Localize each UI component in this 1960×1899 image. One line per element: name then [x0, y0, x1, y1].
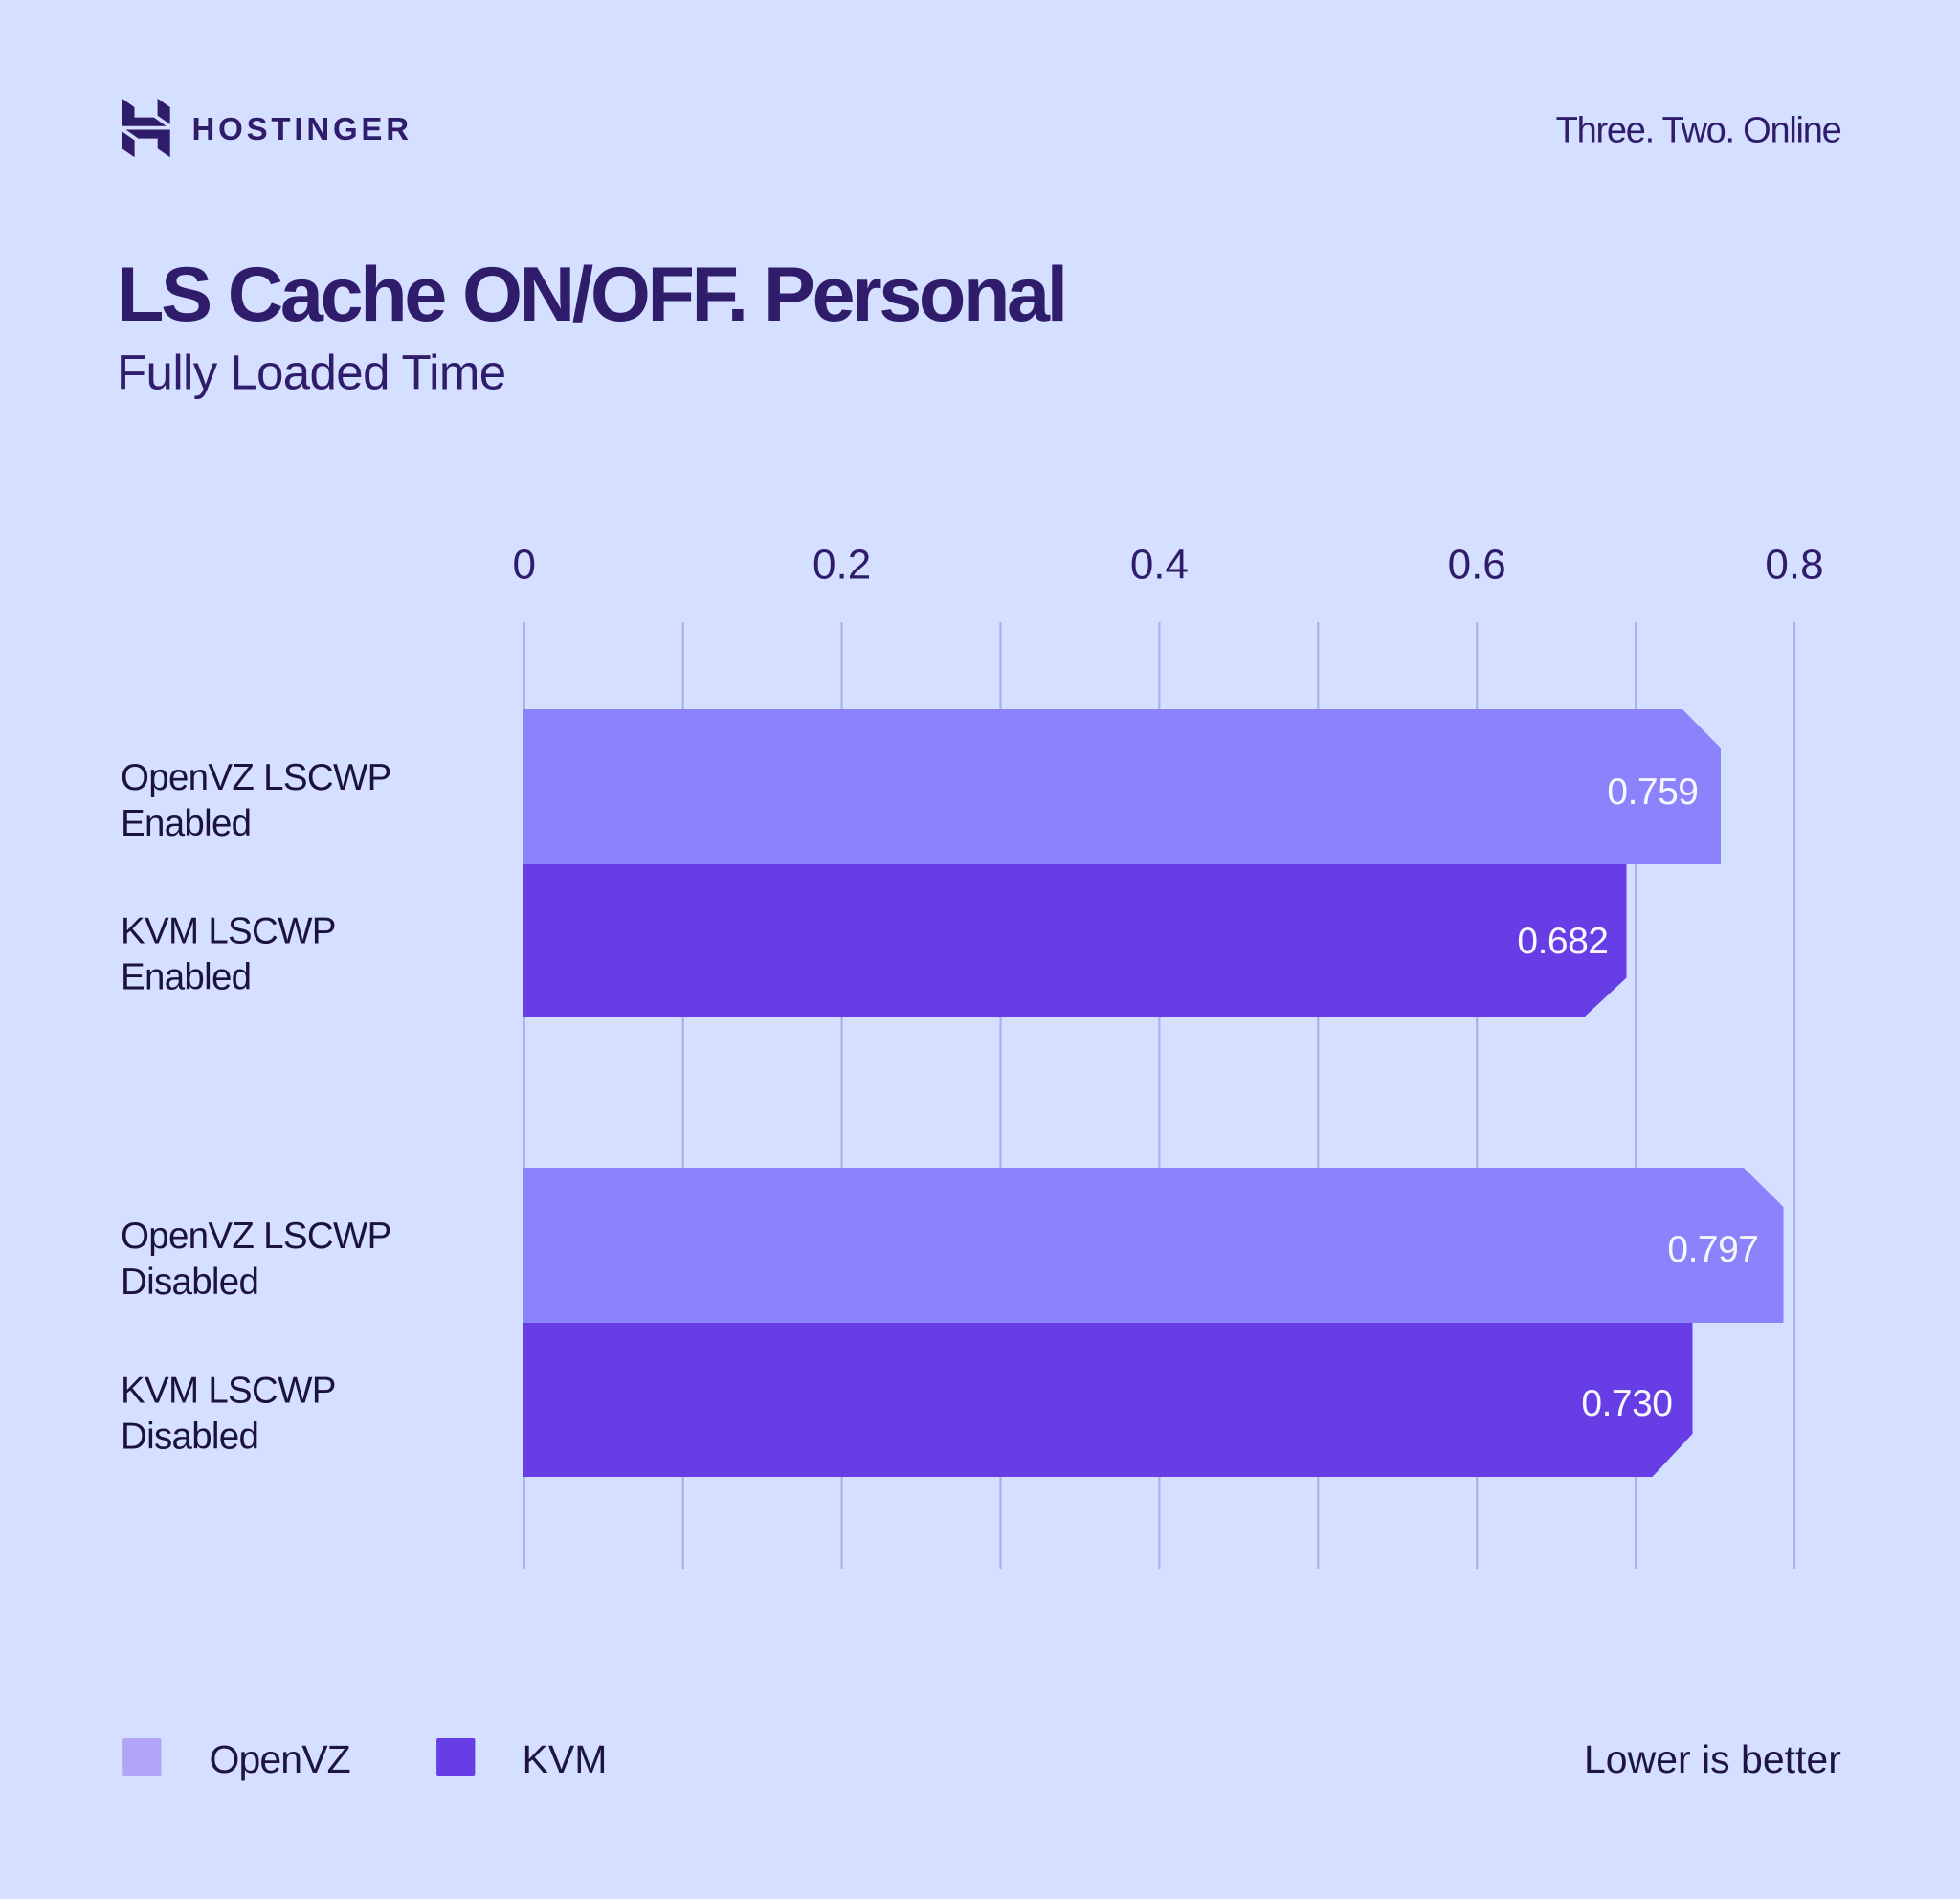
svg-text:0.2: 0.2: [813, 542, 871, 589]
svg-text:0.730: 0.730: [1581, 1383, 1672, 1424]
svg-text:Enabled: Enabled: [121, 803, 251, 844]
svg-text:HOSTINGER: HOSTINGER: [192, 111, 412, 146]
svg-text:Three. Two. Online: Three. Two. Online: [1556, 111, 1841, 151]
svg-text:0.759: 0.759: [1607, 771, 1698, 813]
svg-text:KVM LSCWP: KVM LSCWP: [121, 1371, 336, 1412]
svg-text:OpenVZ: OpenVZ: [210, 1737, 350, 1781]
svg-text:Fully Loaded Time: Fully Loaded Time: [117, 346, 506, 400]
svg-text:LS Cache ON/OFF. Personal: LS Cache ON/OFF. Personal: [117, 252, 1065, 338]
svg-text:Disabled: Disabled: [121, 1262, 258, 1303]
svg-text:Lower is better: Lower is better: [1584, 1737, 1841, 1781]
svg-text:0.4: 0.4: [1130, 542, 1189, 589]
svg-text:0: 0: [513, 542, 536, 589]
svg-text:0.8: 0.8: [1765, 542, 1823, 589]
svg-text:0.682: 0.682: [1517, 921, 1608, 962]
svg-text:OpenVZ LSCWP: OpenVZ LSCWP: [121, 757, 391, 798]
svg-text:0.797: 0.797: [1667, 1229, 1758, 1270]
svg-text:OpenVZ LSCWP: OpenVZ LSCWP: [121, 1216, 391, 1257]
svg-text:KVM LSCWP: KVM LSCWP: [121, 911, 336, 952]
svg-text:KVM: KVM: [523, 1737, 608, 1781]
svg-text:0.6: 0.6: [1448, 542, 1506, 589]
svg-text:Enabled: Enabled: [121, 957, 251, 998]
svg-text:Disabled: Disabled: [121, 1417, 258, 1458]
